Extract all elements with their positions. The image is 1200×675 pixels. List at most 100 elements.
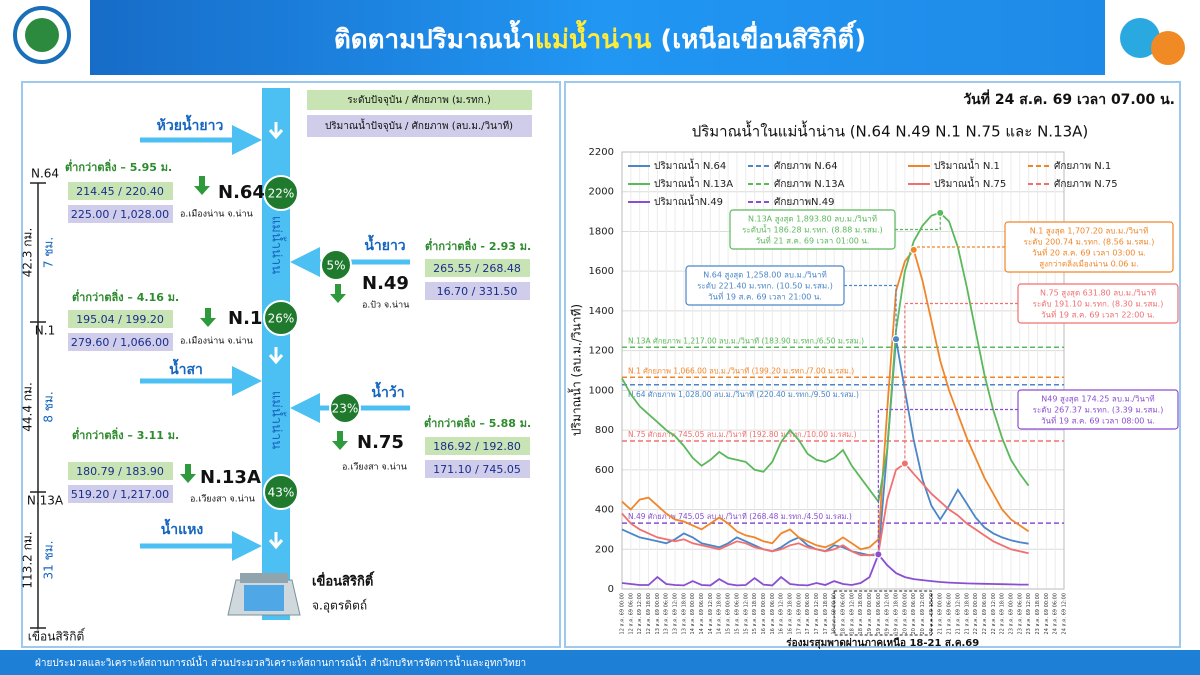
annotation-leader: [913, 246, 1005, 250]
annotation-leader: [895, 212, 941, 231]
x-tick-label: 24 ส.ค. 69 00:00: [1044, 593, 1050, 634]
annotation-box: [1004, 221, 1174, 273]
status-arrow: [332, 431, 348, 450]
x-tick-label: 16 ส.ค. 69 06:00: [770, 593, 776, 634]
flow: 225.00 / 1,028.00: [71, 208, 169, 221]
footer-band: [0, 650, 1200, 675]
x-tick-label: 19 ส.ค. 69 18:00: [894, 593, 900, 634]
series-line: [621, 247, 1030, 551]
annotation-leader: [844, 284, 897, 340]
peak-marker: [900, 459, 909, 468]
flow-box: [68, 485, 173, 503]
legend-label: ระดับปัจจุบัน / ศักยภาพ (ม.รทก.): [347, 95, 491, 106]
chart-title: ปริมาณน้ำในแม่น้ำน่าน (N.64 N.49 N.1 N.7…: [692, 121, 1089, 141]
flow-box: [68, 333, 173, 351]
x-tick-label: 17 ส.ค. 69 12:00: [814, 593, 820, 634]
x-tick-label: 19 ส.ค. 69 12:00: [885, 593, 891, 634]
x-tick-label: 12 ส.ค. 69 06:00: [628, 593, 634, 634]
y-tick-label: 1000: [589, 385, 614, 396]
x-tick-label: 12 ส.ค. 69 12:00: [637, 593, 643, 634]
x-tick-label: 12 ส.ค. 69 00:00: [620, 593, 626, 634]
distance: 42.3 กม.: [21, 228, 35, 278]
annotation-box: [685, 265, 845, 306]
annotation-text: วันที่ 19 ส.ค. 69 เวลา 08:00 น.: [1041, 415, 1155, 426]
annotation-text: ระดับ 267.37 ม.รทก. (3.39 ม.รสม.): [1033, 406, 1164, 415]
percent: 22%: [268, 187, 295, 201]
chart-note: ร่องมรสุมพาดผ่านภาคเหนือ 18-21 ส.ค.69: [786, 637, 979, 649]
legend-label: ปริมาณน้ำ N.13A: [654, 176, 733, 190]
level-box: [68, 310, 173, 328]
flow: 171.10 / 745.05: [433, 463, 521, 476]
dam-name: เขื่อนสิริกิติ์: [312, 571, 375, 590]
dam-province: จ.อุตรดิตถ์: [312, 599, 367, 614]
level-box: [68, 462, 173, 480]
y-tick-label: 400: [595, 505, 614, 516]
logo-emblem: [25, 18, 59, 52]
flow: 279.60 / 1,066.00: [71, 336, 169, 349]
capacity-label: N.64 ศักยภาพ 1,028.00 ลบ.ม./วินาที (220.…: [628, 390, 859, 399]
annotation-text: สูงกว่าตลิ่งเมืองน่าน 0.06 ม.: [1039, 258, 1138, 270]
station-name: N.49: [362, 273, 409, 294]
legend-label: ศักยภาพ N.13A: [774, 179, 845, 190]
level: 180.79 / 183.90: [76, 465, 164, 478]
legend-label: ปริมาณน้ำ N.75: [934, 176, 1006, 190]
x-tick-label: 20 ส.ค. 69 12:00: [920, 593, 926, 634]
x-tick-label: 21 ส.ค. 69 00:00: [938, 593, 944, 634]
x-tick-label: 20 ส.ค. 69 18:00: [929, 593, 935, 634]
scale-label: N.64: [31, 167, 59, 181]
tributary-label: น้ำแหง: [161, 518, 204, 538]
x-tick-label: 22 ส.ค. 69 18:00: [1000, 593, 1006, 634]
annotation-text: N.13A สูงสุด 1,893.80 ลบ.ม./วินาที: [748, 215, 877, 225]
note-box: [833, 590, 932, 636]
mascot: [1120, 18, 1160, 58]
distance: 44.4 กม.: [21, 382, 35, 432]
y-tick-label: 0: [608, 584, 614, 595]
flow-arrow: [268, 347, 284, 365]
river-label: แม่น้ำน่าน: [269, 391, 287, 449]
legend-box: [307, 115, 532, 137]
travel-time: 8 ชม.: [42, 391, 56, 422]
y-tick-label: 1800: [589, 226, 614, 237]
x-tick-label: 13 ส.ค. 69 06:00: [664, 593, 670, 634]
station-name: N.75: [357, 432, 404, 453]
x-tick-label: 23 ส.ค. 69 18:00: [1035, 593, 1041, 634]
percent-circle: [263, 300, 299, 336]
x-tick-label: 18 ส.ค. 69 18:00: [858, 593, 864, 634]
x-tick-label: 22 ส.ค. 69 00:00: [973, 593, 979, 634]
plot-frame: [621, 151, 1065, 590]
y-tick-label: 2200: [589, 147, 614, 158]
scale-label: เขื่อนสิริกิติ์: [28, 628, 86, 644]
x-tick-label: 15 ส.ค. 69 06:00: [734, 593, 740, 634]
annotation-text: วันที่ 20 ส.ค. 69 เวลา 03:00 น.: [1032, 247, 1146, 258]
tributary-label: น้ำว้า: [371, 381, 404, 401]
y-tick-label: 600: [595, 465, 614, 476]
diagram-panel: [21, 81, 561, 648]
x-tick-label: 18 ส.ค. 69 12:00: [849, 593, 855, 634]
capacity-label: N.13A ศักยภาพ 1,217.00 ลบ.ม./วินาที (183…: [628, 336, 864, 345]
percent-circle: [263, 175, 299, 211]
station-location: อ.เมืองน่าน จ.น่าน: [180, 209, 253, 220]
flow-box: [68, 205, 173, 223]
x-tick-label: 14 ส.ค. 69 18:00: [717, 593, 723, 634]
percent: 26%: [268, 312, 295, 326]
x-tick-label: 21 ส.ค. 69 12:00: [955, 593, 961, 634]
peak-marker: [936, 208, 945, 217]
series-line: [621, 552, 1029, 587]
annotation-text: N.1 สูงสุด 1,707.20 ลบ.ม./วินาที: [1030, 227, 1149, 237]
annotation-text: วันที่ 21 ส.ค. 69 เวลา 01:00 น.: [756, 235, 870, 246]
x-tick-label: 13 ส.ค. 69 18:00: [681, 593, 687, 634]
legend-box: [307, 90, 532, 110]
x-tick-label: 19 ส.ค. 69 06:00: [876, 593, 882, 634]
x-tick-label: 23 ส.ค. 69 00:00: [1008, 593, 1014, 634]
station-status: ต่ำกว่าตลิ่ง – 5.95 ม.: [65, 159, 172, 174]
percent: 23%: [332, 402, 359, 416]
percent: 5%: [326, 259, 345, 273]
annotation-leader: [877, 408, 1018, 555]
page-title: ติดตามปริมาณน้ำแม่น้ำน่าน (เหนือเขื่อนสิ…: [334, 19, 866, 55]
x-tick-label: 23 ส.ค. 69 12:00: [1026, 593, 1032, 634]
annotation-box: [1017, 283, 1179, 324]
y-tick-label: 1600: [589, 266, 614, 277]
travel-time: 7 ชม.: [42, 237, 56, 268]
station-status: ต่ำกว่าตลิ่ง – 5.88 ม.: [424, 415, 531, 430]
level: 265.55 / 268.48: [433, 262, 521, 275]
